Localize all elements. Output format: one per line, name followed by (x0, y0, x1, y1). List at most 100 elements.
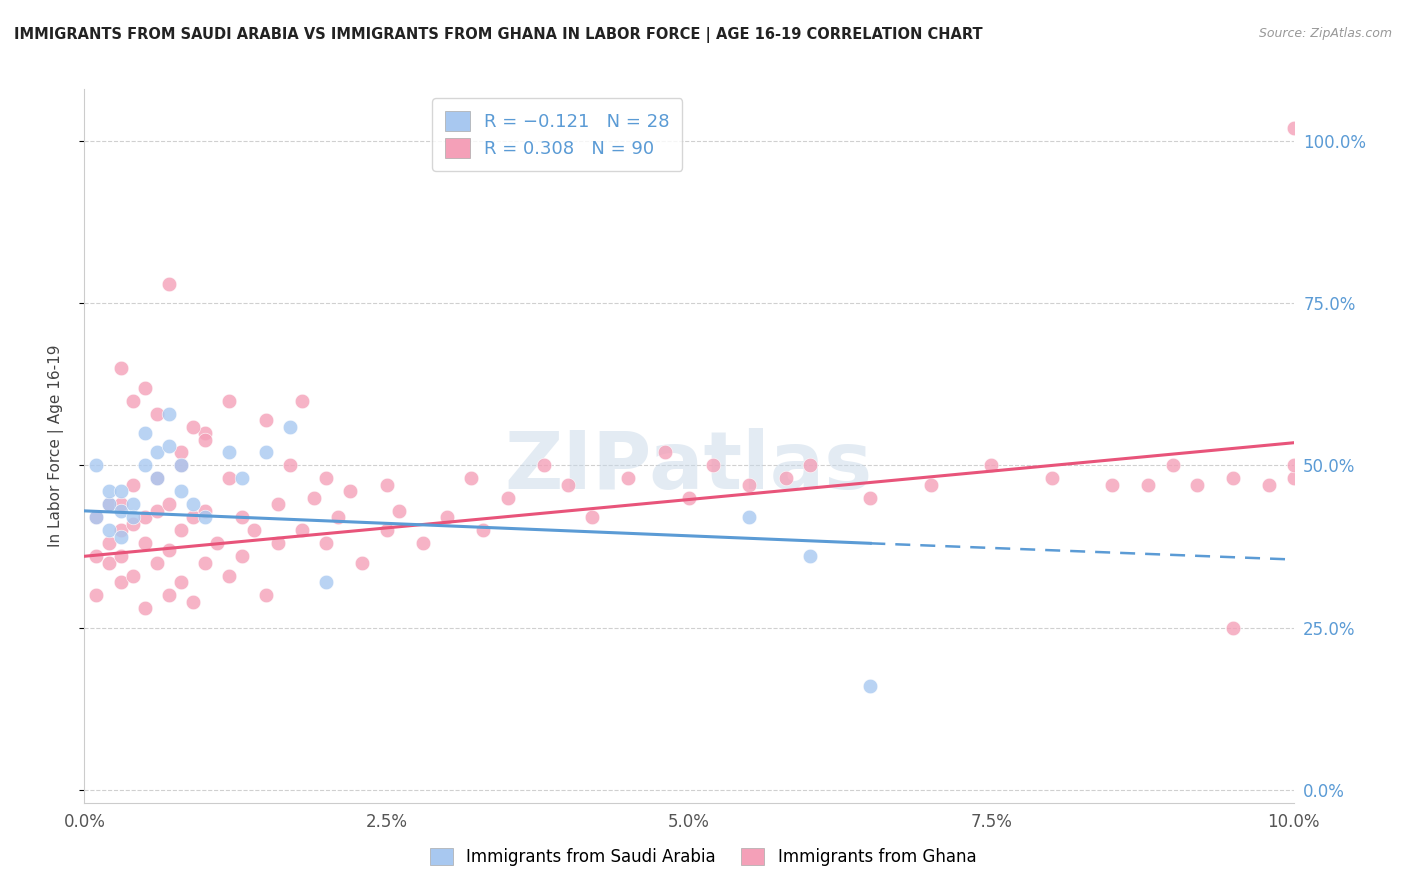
Point (207, 536, 229, 550)
Point (654, 445, 676, 459)
Point (110, 530, 132, 544)
Point (146, 556, 169, 570)
Point (157, 542, 180, 557)
Point (86, 549, 108, 564)
Point (617, 471, 640, 485)
Point (799, 458, 821, 473)
Point (170, 458, 193, 473)
Point (157, 407, 180, 421)
Point (533, 458, 555, 473)
Y-axis label: In Labor Force | Age 16-19: In Labor Force | Age 16-19 (48, 344, 63, 548)
Point (97, 536, 120, 550)
Point (97, 556, 120, 570)
Point (375, 478, 398, 492)
Point (181, 595, 204, 609)
Point (291, 393, 314, 408)
Point (254, 445, 277, 459)
Point (134, 601, 156, 615)
Point (146, 504, 169, 518)
Point (97, 497, 120, 511)
Text: IMMIGRANTS FROM SAUDI ARABIA VS IMMIGRANTS FROM GHANA IN LABOR FORCE | AGE 16-19: IMMIGRANTS FROM SAUDI ARABIA VS IMMIGRAN… (14, 27, 983, 43)
Point (110, 497, 132, 511)
Point (121, 568, 143, 582)
Point (738, 478, 761, 492)
Point (170, 484, 193, 499)
Point (157, 439, 180, 453)
Point (134, 536, 156, 550)
Point (1161, 458, 1184, 473)
Point (110, 575, 132, 590)
Point (218, 445, 240, 459)
Point (110, 504, 132, 518)
Text: ZIPatlas: ZIPatlas (505, 428, 873, 507)
Point (146, 471, 169, 485)
Point (557, 478, 579, 492)
Point (315, 471, 337, 485)
Point (267, 536, 290, 550)
Point (170, 445, 193, 459)
Point (218, 393, 240, 408)
Point (194, 425, 217, 440)
Point (110, 549, 132, 564)
Point (352, 556, 374, 570)
Point (1222, 621, 1244, 635)
Point (181, 510, 204, 524)
Point (194, 433, 217, 447)
Point (218, 568, 240, 582)
Point (278, 458, 301, 473)
Point (388, 504, 411, 518)
Point (1282, 121, 1305, 136)
Point (799, 549, 821, 564)
Point (121, 516, 143, 531)
Point (86, 510, 108, 524)
Point (242, 524, 264, 538)
Point (121, 497, 143, 511)
Point (146, 407, 169, 421)
Point (278, 419, 301, 434)
Point (121, 393, 143, 408)
Point (194, 510, 217, 524)
Point (170, 524, 193, 538)
Point (86, 588, 108, 602)
Point (1185, 478, 1208, 492)
Point (134, 458, 156, 473)
Point (315, 536, 337, 550)
Point (86, 458, 108, 473)
Point (146, 445, 169, 459)
Point (581, 510, 603, 524)
Point (1137, 478, 1160, 492)
Point (1222, 471, 1244, 485)
Point (1282, 458, 1305, 473)
Point (496, 491, 519, 505)
Point (110, 361, 132, 376)
Point (254, 588, 277, 602)
Point (218, 471, 240, 485)
Point (328, 510, 350, 524)
Point (920, 478, 942, 492)
Point (267, 497, 290, 511)
Point (702, 458, 724, 473)
Point (231, 510, 253, 524)
Point (254, 413, 277, 427)
Point (859, 679, 882, 693)
Point (1258, 478, 1281, 492)
Point (121, 510, 143, 524)
Point (678, 491, 700, 505)
Point (181, 419, 204, 434)
Point (738, 510, 761, 524)
Point (375, 524, 398, 538)
Point (121, 478, 143, 492)
Point (412, 536, 434, 550)
Point (97, 497, 120, 511)
Point (1282, 471, 1305, 485)
Point (146, 471, 169, 485)
Point (1040, 471, 1063, 485)
Point (436, 510, 458, 524)
Point (170, 575, 193, 590)
Point (110, 524, 132, 538)
Point (460, 471, 482, 485)
Point (315, 575, 337, 590)
Point (231, 471, 253, 485)
Point (134, 425, 156, 440)
Point (170, 458, 193, 473)
